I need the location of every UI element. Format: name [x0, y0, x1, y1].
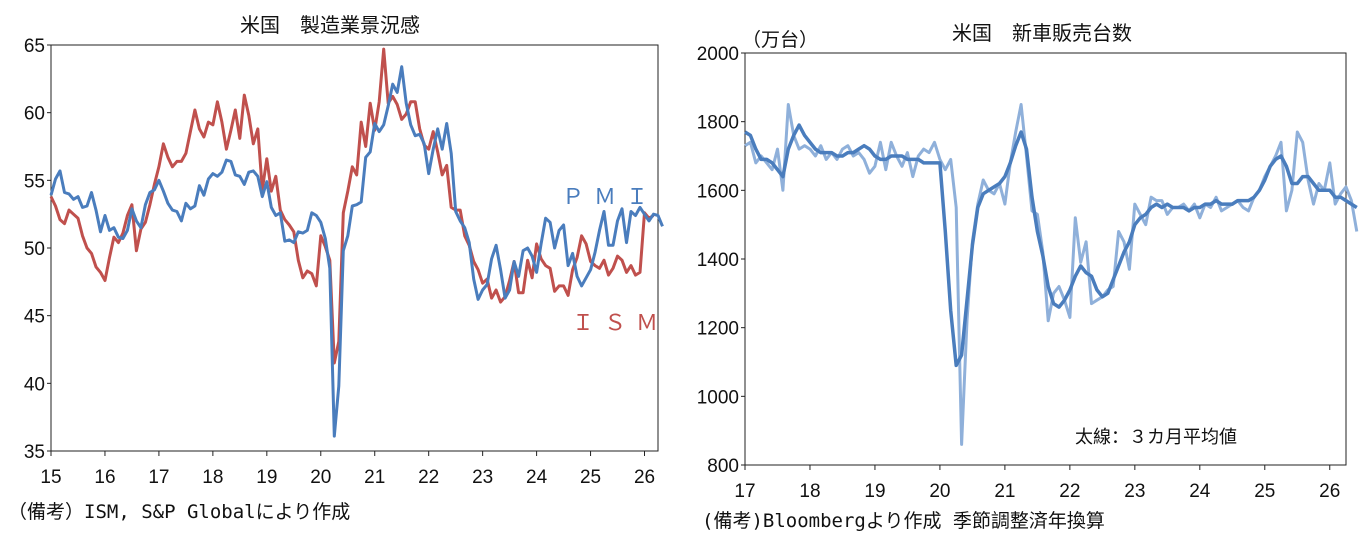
- x-tick-label: 18: [799, 481, 820, 502]
- y-tick-label: 50: [24, 239, 45, 260]
- x-tick-label: 22: [1059, 481, 1080, 502]
- right-y-axis: 800 1000 1200 1400 1600 1800 2000: [697, 44, 745, 477]
- x-tick-label: 26: [634, 467, 655, 488]
- x-tick-label: 21: [364, 467, 385, 488]
- x-tick-label: 26: [1319, 481, 1340, 502]
- y-tick-label: 35: [24, 442, 45, 463]
- y-tick-label: 1600: [697, 181, 739, 202]
- legend-label-ism: ＩＳＭ: [572, 311, 668, 336]
- left-y-axis: 35 40 45 50 55 60 65: [24, 36, 51, 463]
- right-chart: 米国 新車販売台数 （万台） 800 1000 1200 1400 1600 1800 20…: [697, 21, 1359, 532]
- left-chart: 米国 製造業景況感 35 40 45 50 55 60 65 15 16 17 18 19 20 21 2…: [8, 13, 668, 523]
- x-tick-label: 19: [864, 481, 885, 502]
- right-source-note: (備考)Bloombergより作成 季節調整済年換算: [702, 510, 1105, 532]
- x-tick-label: 20: [310, 467, 331, 488]
- left-chart-title: 米国 製造業景況感: [240, 13, 420, 37]
- right-unit-label: （万台）: [742, 29, 818, 51]
- left-source-note: （備考）ISM, S&P Globalにより作成: [8, 501, 350, 523]
- y-tick-label: 65: [24, 36, 45, 57]
- x-tick-label: 22: [418, 467, 439, 488]
- x-tick-label: 23: [472, 467, 493, 488]
- right-x-axis: 17 18 19 20 21 22 23 24 25 26: [734, 465, 1340, 502]
- y-tick-label: 1400: [697, 250, 739, 271]
- left-x-axis: 15 16 17 18 19 20 21 22 23 24 25 26: [40, 451, 655, 488]
- right-plot-frame: [744, 52, 1347, 466]
- x-tick-label: 16: [94, 467, 115, 488]
- x-tick-label: 19: [256, 467, 277, 488]
- x-tick-label: 24: [1189, 481, 1211, 502]
- y-tick-label: 45: [24, 307, 45, 328]
- x-tick-label: 17: [734, 481, 755, 502]
- y-tick-label: 1200: [697, 319, 739, 340]
- y-tick-label: 2000: [697, 44, 739, 65]
- series-line-ism: [49, 47, 655, 365]
- legend-label-pmi: ＰＭＩ: [562, 185, 658, 210]
- x-tick-label: 15: [40, 467, 61, 488]
- y-tick-label: 1800: [697, 113, 739, 134]
- x-tick-label: 20: [929, 481, 950, 502]
- y-tick-label: 55: [24, 171, 45, 192]
- right-chart-title: 米国 新車販売台数: [952, 21, 1132, 45]
- x-tick-label: 21: [994, 481, 1015, 502]
- y-tick-label: 60: [24, 104, 45, 125]
- x-tick-label: 23: [1124, 481, 1145, 502]
- y-tick-label: 1000: [697, 387, 739, 408]
- series-line-pmi: [49, 65, 664, 438]
- y-tick-label: 40: [24, 374, 45, 395]
- y-tick-label: 800: [707, 456, 739, 477]
- series-line-3m-average: [744, 123, 1358, 368]
- right-annotation: 太線：３カ月平均値: [1075, 427, 1237, 448]
- x-tick-label: 18: [202, 467, 223, 488]
- x-tick-label: 25: [580, 467, 601, 488]
- x-tick-label: 24: [526, 467, 548, 488]
- x-tick-label: 17: [148, 467, 169, 488]
- x-tick-label: 25: [1254, 481, 1275, 502]
